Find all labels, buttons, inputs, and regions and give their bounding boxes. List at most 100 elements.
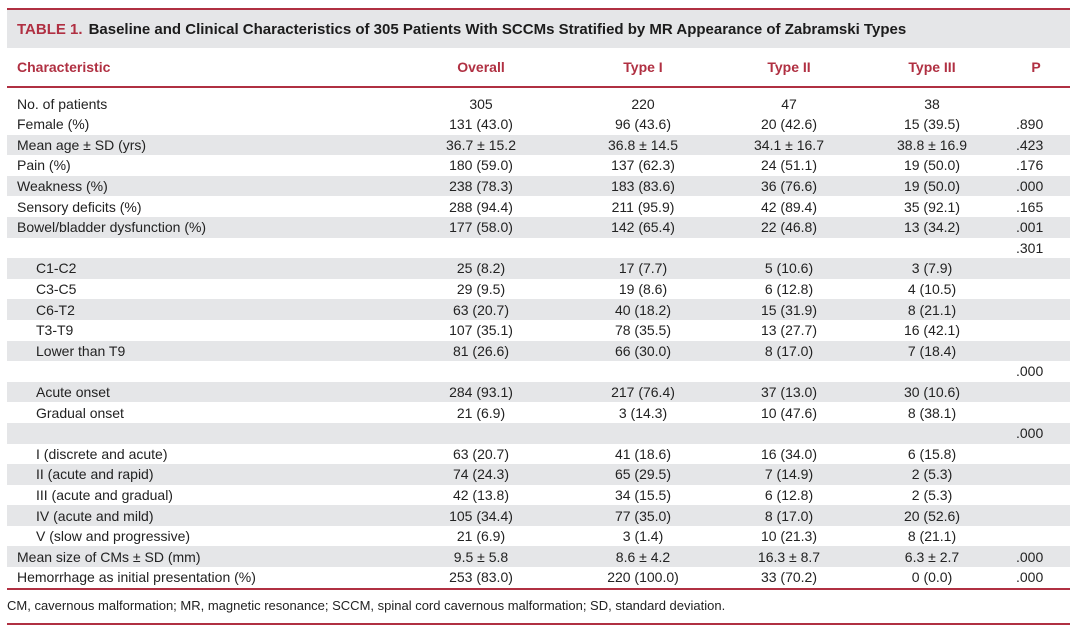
- cell-p: .301: [1016, 239, 1044, 256]
- cell-type-ii: 47: [781, 96, 797, 112]
- cell-type-ii: 10 (21.3): [760, 528, 818, 545]
- table-row: No. of patients 305 220 47 38: [7, 87, 1070, 114]
- cell-type-iii: [862, 238, 1002, 259]
- cell-type-iii: 38.8 ± 16.9: [862, 134, 1002, 156]
- table-row: Weakness (%) 238 (78.3) 183 (83.6) 36 (76.6…: [7, 175, 1070, 197]
- cell-p: [1002, 444, 1070, 465]
- cell-type-iii: 19 (50.0): [903, 157, 961, 174]
- cell-type-iii: 8 (21.1): [862, 299, 1002, 320]
- table-row: .000: [7, 361, 1070, 382]
- cell-overall: 107 (35.1): [449, 322, 513, 339]
- cell-type-ii: 24 (51.1): [760, 157, 818, 174]
- cell-type-iii: 35 (92.1): [903, 198, 961, 215]
- cell-p: [1002, 505, 1070, 526]
- cell-p: .000: [1002, 546, 1070, 568]
- cell-overall: 284 (93.1): [392, 381, 570, 403]
- table-row: V (slow and progressive) 21 (6.9) 3 (1.4) 1…: [7, 526, 1070, 547]
- table-title-bar: TABLE 1. Baseline and Clinical Character…: [7, 8, 1070, 48]
- cell-type-ii: 22 (46.8): [716, 216, 862, 238]
- cell-overall: 29 (9.5): [456, 281, 506, 298]
- cell-type-ii: 36 (76.6): [716, 175, 862, 197]
- table-footnote: CM, cavernous malformation; MR, magnetic…: [7, 597, 726, 613]
- table-row: Female (%) 131 (43.0) 96 (43.6) 20 (42.6) 15…: [7, 114, 1070, 135]
- cell-type-ii: 8 (17.0): [716, 505, 862, 526]
- table-label: TABLE 1.: [17, 20, 83, 38]
- cell-p: .000: [1016, 363, 1044, 380]
- cell-p: .176: [1016, 157, 1044, 174]
- table-row: Acute onset 284 (93.1) 217 (76.4) 37 (13.0)…: [7, 381, 1070, 403]
- cell-type-i: 65 (29.5): [570, 464, 716, 485]
- table-row: Sensory deficits (%) 288 (94.4) 211 (95.9)…: [7, 196, 1070, 217]
- cell-overall: 105 (34.4): [392, 505, 570, 526]
- cell-p: .000: [1002, 175, 1070, 197]
- table-title: Baseline and Clinical Characteristics of…: [88, 20, 907, 38]
- cell-overall: 21 (6.9): [456, 528, 506, 545]
- cell-characteristic: C6-T2: [7, 299, 392, 320]
- cell-type-ii: 8 (17.0): [716, 340, 862, 362]
- cell-characteristic: I (discrete and acute): [36, 445, 168, 462]
- cell-p: [1002, 402, 1070, 423]
- cell-characteristic: Gradual onset: [36, 404, 124, 421]
- cell-type-ii: 16.3 ± 8.7: [716, 546, 862, 568]
- cell-overall: 81 (26.6): [392, 340, 570, 362]
- table-row: Pain (%) 180 (59.0) 137 (62.3) 24 (51.1) 19 …: [7, 155, 1070, 176]
- cell-characteristic: C3-C5: [36, 281, 77, 298]
- cell-type-ii: 20 (42.6): [760, 116, 818, 133]
- cell-overall: [392, 238, 570, 259]
- cell-p: [1002, 279, 1070, 300]
- cell-type-ii: 6 (12.8): [764, 281, 814, 298]
- cell-type-iii: 0 (0.0): [862, 567, 1002, 590]
- cell-overall: 9.5 ± 5.8: [392, 546, 570, 568]
- cell-type-i: 41 (18.6): [614, 445, 672, 462]
- cell-characteristic: Sensory deficits (%): [17, 198, 142, 215]
- cell-type-i: 142 (65.4): [570, 216, 716, 238]
- cell-p: [1002, 485, 1070, 506]
- cell-type-iii: 6.3 ± 2.7: [862, 546, 1002, 568]
- cell-type-ii: 5 (10.6): [716, 258, 862, 279]
- cell-characteristic: Mean size of CMs ± SD (mm): [7, 546, 392, 568]
- cell-type-ii: 13 (27.7): [760, 322, 818, 339]
- cell-type-ii: 33 (70.2): [716, 567, 862, 590]
- characteristics-table: Characteristic Overall Type I Type II Ty…: [7, 48, 1070, 590]
- cell-p: [1002, 299, 1070, 320]
- cell-characteristic: T3-T9: [36, 322, 74, 339]
- cell-overall: 253 (83.0): [392, 567, 570, 590]
- cell-type-i: 40 (18.2): [570, 299, 716, 320]
- cell-p: [1002, 87, 1070, 114]
- cell-type-iii: 8 (38.1): [907, 404, 957, 421]
- cell-overall: 131 (43.0): [449, 116, 513, 133]
- cell-characteristic: [7, 361, 392, 382]
- cell-characteristic: Weakness (%): [7, 175, 392, 197]
- cell-type-ii: 10 (47.6): [760, 404, 818, 421]
- table-row: Gradual onset 21 (6.9) 3 (14.3) 10 (47.6) 8 …: [7, 402, 1070, 423]
- cell-type-i: 137 (62.3): [611, 157, 675, 174]
- cell-type-i: 77 (35.0): [570, 505, 716, 526]
- cell-type-i: 211 (95.9): [611, 198, 675, 215]
- table-row: Lower than T9 81 (26.6) 66 (30.0) 8 (17.0) 7…: [7, 340, 1070, 362]
- cell-overall: 25 (8.2): [392, 258, 570, 279]
- cell-type-i: [570, 361, 716, 382]
- cell-type-i: 66 (30.0): [570, 340, 716, 362]
- cell-overall: 42 (13.8): [452, 486, 510, 503]
- cell-type-i: 220 (100.0): [570, 567, 716, 590]
- cell-type-ii: 37 (13.0): [716, 381, 862, 403]
- header-p: P: [1002, 48, 1070, 88]
- cell-type-iii: [862, 422, 1002, 444]
- cell-type-i: 3 (1.4): [622, 528, 664, 545]
- cell-type-i: 17 (7.7): [570, 258, 716, 279]
- cell-p: [1002, 464, 1070, 485]
- cell-characteristic: [7, 422, 392, 444]
- cell-overall: 74 (24.3): [392, 464, 570, 485]
- header-type-ii: Type II: [716, 48, 862, 88]
- cell-type-ii: 6 (12.8): [764, 486, 814, 503]
- header-overall: Overall: [392, 48, 570, 88]
- cell-type-ii: 15 (31.9): [716, 299, 862, 320]
- cell-type-i: 34 (15.5): [614, 486, 672, 503]
- cell-type-i: 96 (43.6): [614, 116, 672, 133]
- cell-characteristic: C1-C2: [7, 258, 392, 279]
- cell-characteristic: V (slow and progressive): [36, 528, 191, 545]
- cell-type-ii: [716, 238, 862, 259]
- cell-type-ii: 16 (34.0): [760, 445, 818, 462]
- cell-type-iii: 16 (42.1): [903, 322, 961, 339]
- cell-type-iii: 4 (10.5): [907, 281, 957, 298]
